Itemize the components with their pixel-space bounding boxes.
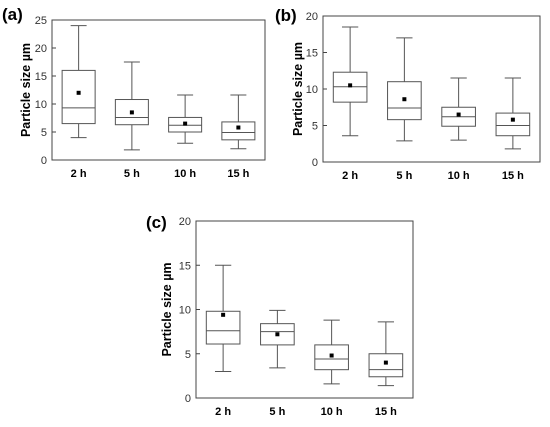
y-tick-label: 10 <box>306 84 318 96</box>
box-10h <box>441 77 476 141</box>
panel-label: (b) <box>275 6 297 25</box>
x-tick-label: 10 h <box>174 168 196 180</box>
x-tick-label: 2 h <box>215 406 231 418</box>
y-tick-label: 15 <box>35 71 47 83</box>
y-tick-label: 25 <box>35 15 47 27</box>
x-tick-label: 5 h <box>124 168 140 180</box>
x-tick-label: 5 h <box>269 406 285 418</box>
mean-marker <box>129 110 134 115</box>
iqr-box <box>495 112 531 137</box>
panel-c: (c) Particle size µm 0 5 10 15 20 2 h 5 h 10 h 15 … <box>146 213 414 418</box>
y-tick-label: 0 <box>185 393 191 405</box>
box-15h <box>495 77 531 150</box>
mean-marker <box>76 90 81 95</box>
iqr-box <box>221 121 256 141</box>
mean-marker <box>383 360 388 365</box>
iqr-box <box>114 99 149 126</box>
x-tick-label: 5 h <box>396 170 412 182</box>
x-tick-label: 10 h <box>448 170 470 182</box>
y-axis-title: Particle size µm <box>291 42 305 136</box>
panel-b: (b) Particle size µm 0 5 10 15 20 2 h 5 h 10 h 15 … <box>275 6 541 182</box>
box-5h <box>260 309 295 369</box>
box-2h <box>332 26 368 137</box>
x-tick-label: 10 h <box>321 406 343 418</box>
box-10h <box>314 319 349 385</box>
mean-marker <box>183 121 188 126</box>
iqr-box <box>368 353 404 378</box>
mean-marker <box>236 125 241 130</box>
x-tick-label: 2 h <box>71 168 87 180</box>
y-tick-label: 5 <box>312 121 318 133</box>
y-tick-label: 10 <box>179 305 191 317</box>
y-tick-label: 15 <box>306 48 318 60</box>
y-tick-label: 10 <box>35 99 47 111</box>
mean-marker <box>456 112 461 117</box>
iqr-box <box>205 310 241 345</box>
y-tick-label: 0 <box>41 155 47 167</box>
y-axis-title: Particle size µm <box>160 262 174 356</box>
x-tick-label: 15 h <box>502 170 524 182</box>
mean-marker <box>402 97 407 102</box>
x-tick-label: 2 h <box>342 170 358 182</box>
box-15h <box>221 94 256 150</box>
box-10h <box>168 94 203 144</box>
panel-label: (c) <box>146 213 167 232</box>
iqr-box <box>168 116 203 133</box>
panel-label: (a) <box>2 5 23 24</box>
y-tick-label: 0 <box>312 157 318 169</box>
iqr-box <box>61 69 96 125</box>
y-tick-label: 20 <box>179 216 191 228</box>
mean-marker <box>510 117 515 122</box>
y-tick-label: 20 <box>35 43 47 55</box>
panel-a: (a) Particle size µm 0 5 10 15 20 25 2 h 5 h 10 h 1… <box>2 5 266 180</box>
iqr-box <box>387 81 422 121</box>
box-2h <box>205 264 241 372</box>
mean-marker <box>275 332 280 337</box>
y-tick-label: 20 <box>306 11 318 23</box>
box-5h <box>114 61 149 151</box>
y-tick-label: 15 <box>179 260 191 272</box>
iqr-box <box>260 323 295 346</box>
box-15h <box>368 321 404 387</box>
y-axis-title: Particle size µm <box>19 43 33 137</box>
plot-frame <box>322 15 541 163</box>
plot-frame <box>51 19 266 161</box>
mean-marker <box>348 83 353 88</box>
mean-marker <box>221 312 226 317</box>
mean-marker <box>329 353 334 358</box>
iqr-box <box>314 344 349 371</box>
y-tick-label: 5 <box>185 349 191 361</box>
y-tick-label: 5 <box>41 127 47 139</box>
x-tick-label: 15 h <box>375 406 397 418</box>
box-2h <box>61 25 96 139</box>
box-5h <box>387 37 422 142</box>
x-tick-label: 15 h <box>227 168 249 180</box>
